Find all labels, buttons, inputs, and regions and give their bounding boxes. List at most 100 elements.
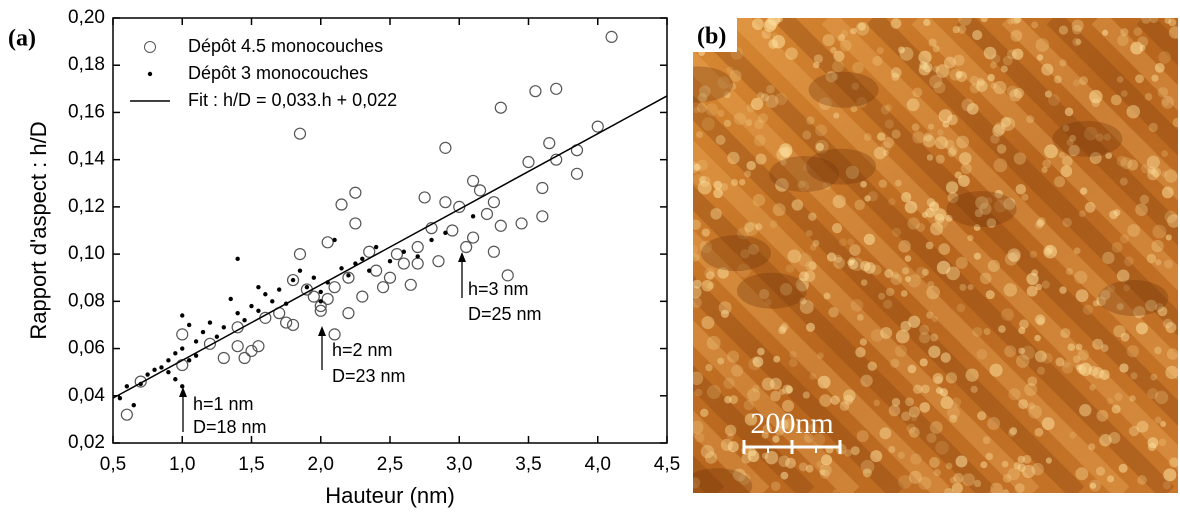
x-tick-label: 4,5 xyxy=(654,454,680,475)
grain xyxy=(967,284,974,291)
grain xyxy=(1018,347,1026,355)
ridge xyxy=(693,95,1085,493)
grain xyxy=(832,194,846,209)
dot-marker xyxy=(166,358,171,363)
grain xyxy=(693,253,700,262)
grain xyxy=(946,266,960,281)
grain xyxy=(1006,85,1019,97)
grain xyxy=(804,270,816,282)
x-tick-label: 2,5 xyxy=(377,454,403,475)
grain xyxy=(826,252,837,262)
grain xyxy=(785,47,798,60)
grain xyxy=(720,183,729,191)
grain xyxy=(1004,345,1017,358)
dot-marker xyxy=(131,403,136,408)
grain xyxy=(701,228,710,237)
grain xyxy=(761,377,775,391)
x-tick-label: 1,5 xyxy=(238,454,264,475)
grain xyxy=(769,377,782,390)
grain xyxy=(973,479,982,488)
grain xyxy=(947,192,959,204)
ridge xyxy=(911,18,1178,291)
grain xyxy=(1092,300,1100,307)
open-marker xyxy=(591,120,604,133)
grain xyxy=(856,97,868,108)
grain xyxy=(849,244,861,256)
grain xyxy=(870,450,883,463)
grain xyxy=(929,201,940,212)
grain xyxy=(911,123,920,132)
grain xyxy=(882,149,889,156)
annotation: h=3 nm xyxy=(468,279,529,299)
x-tick-label: 3,0 xyxy=(446,454,472,475)
grain xyxy=(993,122,1006,135)
grain xyxy=(710,208,722,220)
grain xyxy=(1041,417,1055,431)
grain xyxy=(1088,443,1096,451)
grain xyxy=(1060,165,1073,178)
grain xyxy=(840,29,848,38)
dot-marker xyxy=(193,353,199,358)
grain xyxy=(726,66,734,74)
grain xyxy=(699,176,711,187)
grain xyxy=(1111,404,1121,414)
grain xyxy=(1116,75,1124,83)
grain xyxy=(860,180,867,188)
grain xyxy=(1100,289,1111,300)
scale-bar xyxy=(742,440,842,454)
ridge xyxy=(1091,18,1178,111)
grain xyxy=(1129,395,1136,402)
x-tick-label: 4,0 xyxy=(585,454,611,475)
grain xyxy=(1095,466,1106,476)
grain xyxy=(972,326,983,337)
grain xyxy=(694,388,703,397)
grain xyxy=(798,253,813,267)
y-tick-label: 0,04 xyxy=(68,385,105,406)
grain xyxy=(897,451,905,459)
grain xyxy=(743,399,755,411)
grain xyxy=(885,287,895,297)
grain xyxy=(1117,34,1129,47)
dot-marker xyxy=(360,256,365,262)
grain xyxy=(699,240,713,254)
grain xyxy=(1079,76,1088,86)
grain xyxy=(822,34,835,47)
grain xyxy=(864,195,871,202)
grain xyxy=(1062,359,1071,368)
grain xyxy=(1044,90,1052,98)
grain xyxy=(1017,455,1026,464)
grain xyxy=(1162,481,1171,490)
grain xyxy=(993,80,1007,95)
grain xyxy=(892,227,902,237)
ridge xyxy=(821,18,1178,381)
grain xyxy=(1044,144,1058,159)
arrow-head xyxy=(458,252,466,262)
grain xyxy=(912,131,925,144)
legend-symbol xyxy=(144,41,156,53)
dot-marker xyxy=(415,254,420,259)
grain xyxy=(717,109,725,117)
grain xyxy=(1074,270,1088,284)
grain xyxy=(1069,431,1077,439)
grain xyxy=(938,243,951,255)
grain xyxy=(778,455,791,468)
grain xyxy=(1147,166,1156,175)
grain xyxy=(983,328,991,336)
grain xyxy=(797,180,806,189)
grain xyxy=(1076,364,1087,375)
dot-marker xyxy=(221,325,226,330)
annotation: D=25 nm xyxy=(468,304,542,324)
grain xyxy=(1154,416,1162,424)
grain xyxy=(955,455,968,468)
grain xyxy=(1042,159,1052,169)
grain xyxy=(1075,467,1089,481)
grain xyxy=(982,436,991,444)
grain xyxy=(957,25,967,34)
grain xyxy=(1075,364,1083,371)
dark-patch xyxy=(946,190,1017,227)
grain xyxy=(806,116,815,125)
open-marker xyxy=(376,281,390,294)
grain xyxy=(986,218,997,228)
open-marker xyxy=(446,224,459,237)
grain xyxy=(990,482,1003,493)
